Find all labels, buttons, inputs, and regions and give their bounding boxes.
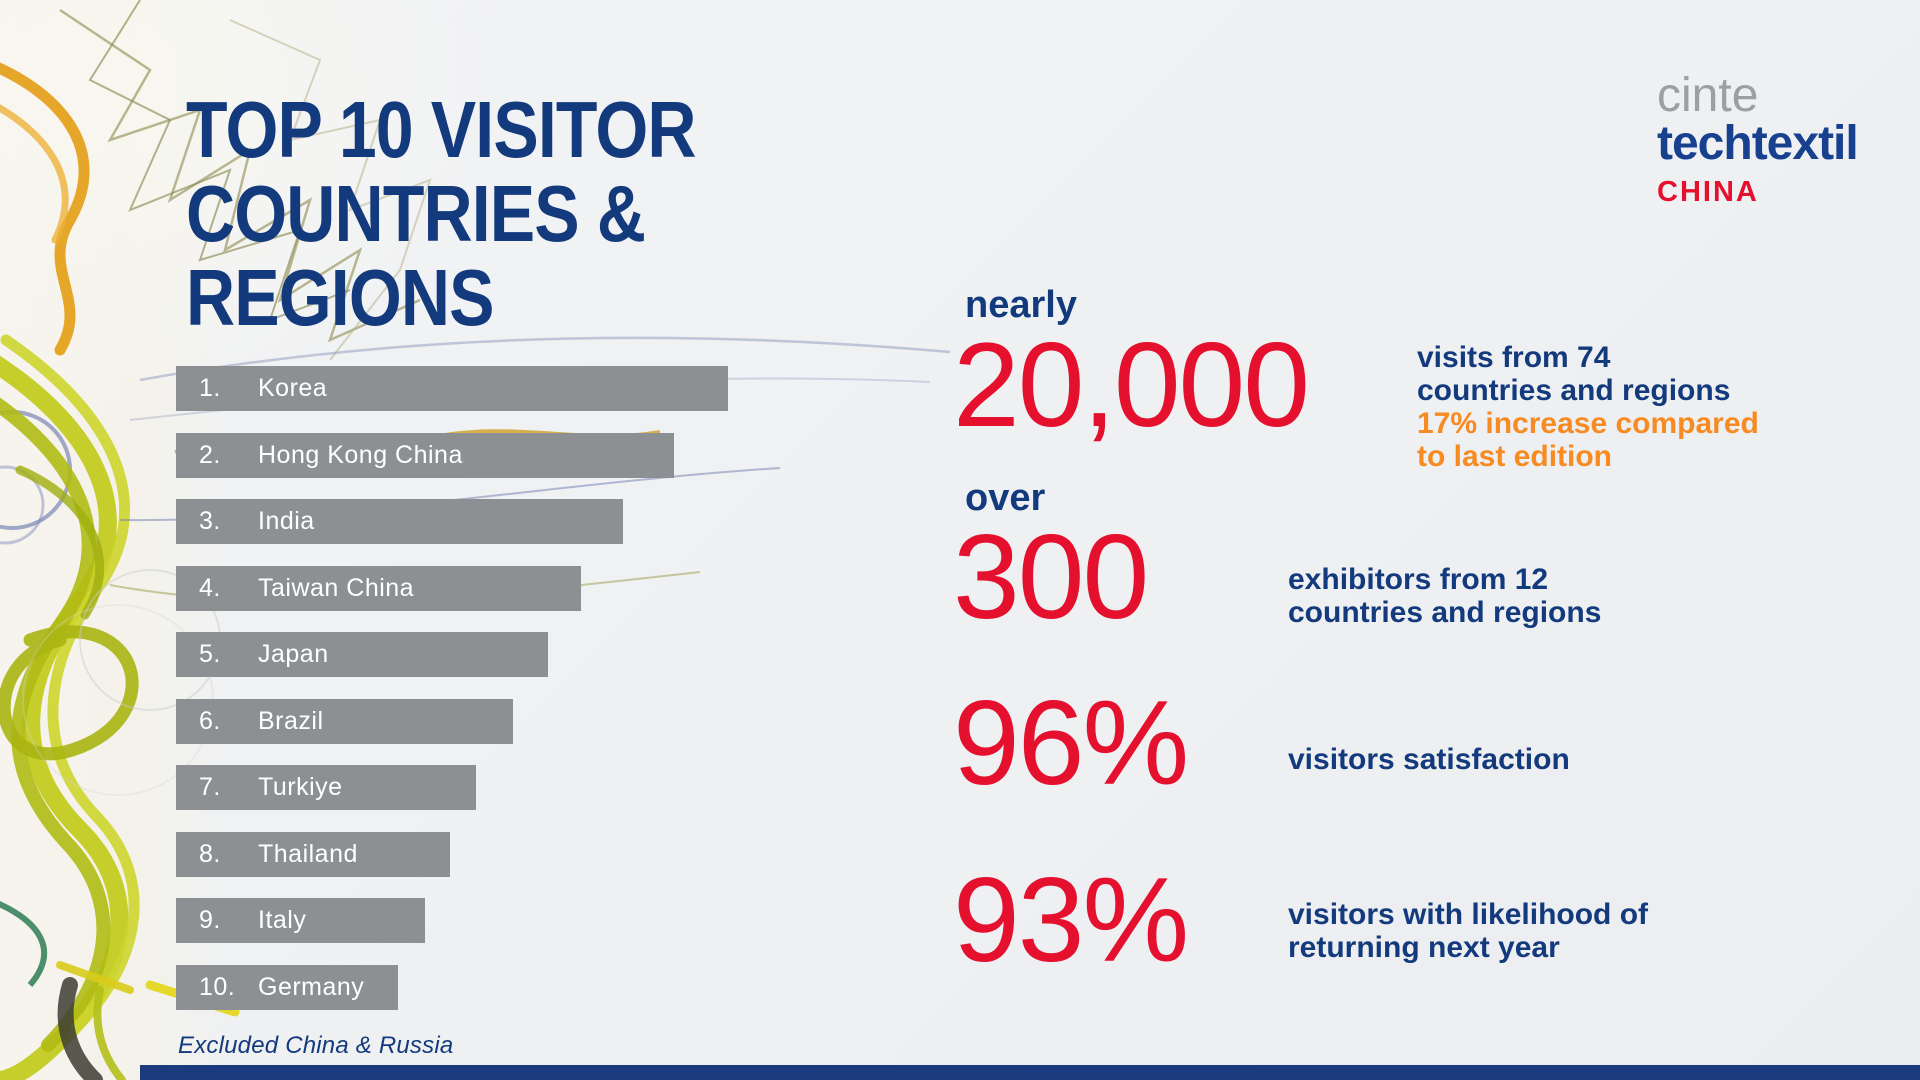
- bar-rank-label: 3.: [199, 507, 221, 535]
- stat-exhibitors-description: exhibitors from 12 countries and regions: [1288, 563, 1602, 629]
- stat-returning-description: visitors with likelihood of returning ne…: [1288, 898, 1649, 964]
- footer-accent-bar: [140, 1065, 1920, 1080]
- stat-visits-text: visits from 74 countries and regions 17%…: [1417, 341, 1759, 473]
- bar-row: 5. Japan: [176, 632, 548, 677]
- bar-rank-label: 2.: [199, 440, 221, 469]
- bar-country-label: Korea: [258, 374, 328, 402]
- bar-country-label: Taiwan China: [258, 573, 415, 602]
- stat-exhibitors-qualifier: over: [965, 477, 1046, 519]
- bar-row: 10. Germany: [176, 964, 398, 1010]
- stat-satisfaction-description: visitors satisfaction: [1288, 743, 1570, 776]
- bar-row: 6. Brazil: [176, 698, 513, 744]
- bar-rank-label: 5.: [199, 640, 221, 668]
- bar-rank-label: 10.: [199, 972, 236, 1001]
- chart-footnote: Excluded China & Russia: [178, 1032, 454, 1059]
- bar-rank-label: 7.: [199, 773, 221, 801]
- bar-rank-label: 9.: [199, 906, 221, 934]
- brand-logo: cinte techtextil CHINA: [1657, 69, 1859, 208]
- bar-country-label: Brazil: [258, 706, 324, 735]
- bar-row: 1. Korea: [176, 366, 728, 411]
- stat-returning-value: 93%: [953, 853, 1189, 987]
- bar-country-label: Turkiye: [258, 773, 343, 801]
- bar-list: 1. Korea 2. Hong Kong China 3. India 4. Taiwan …: [176, 366, 728, 1010]
- stat-visits-value: 20,000: [953, 318, 1310, 452]
- bar-row: 9. Italy: [176, 898, 425, 943]
- logo-china-text: CHINA: [1657, 176, 1759, 208]
- logo-cinte-text: cinte: [1657, 69, 1759, 122]
- logo-techtextil-text: techtextil: [1657, 117, 1859, 170]
- stat-returning-text: visitors with likelihood of returning ne…: [1288, 898, 1648, 964]
- page-title: TOP 10 VISITOR COUNTRIES & REGIONS: [186, 85, 697, 342]
- bar-row: 4. Taiwan China: [176, 565, 581, 611]
- stat-satisfaction-text: visitors satisfaction: [1288, 743, 1570, 776]
- bar-country-label: Germany: [258, 972, 365, 1001]
- bar-rank-label: 4.: [199, 573, 221, 602]
- bar-rank-label: 1.: [199, 374, 221, 402]
- stat-visits-highlight: 17% increase compared to last edition: [1417, 407, 1759, 473]
- bar-country-label: Italy: [258, 906, 307, 934]
- bar-country-label: India: [258, 507, 315, 535]
- stat-exhibitors-value: 300: [953, 510, 1149, 644]
- stat-visits-description: visits from 74 countries and regions: [1417, 341, 1731, 407]
- bar-row: 2. Hong Kong China: [176, 432, 674, 478]
- stat-visits-qualifier: nearly: [965, 284, 1077, 326]
- bar-rank-label: 6.: [199, 706, 221, 735]
- bar-country-label: Thailand: [258, 839, 358, 868]
- bar-country-label: Japan: [258, 640, 329, 668]
- stat-satisfaction-value: 96%: [953, 676, 1189, 810]
- bar-row: 8. Thailand: [176, 831, 450, 877]
- bar-country-label: Hong Kong China: [258, 440, 463, 469]
- stat-exhibitors-text: exhibitors from 12 countries and regions: [1288, 563, 1601, 629]
- bar-row: 3. India: [176, 499, 623, 544]
- bar-row: 7. Turkiye: [176, 765, 476, 810]
- bar-rank-label: 8.: [199, 839, 221, 868]
